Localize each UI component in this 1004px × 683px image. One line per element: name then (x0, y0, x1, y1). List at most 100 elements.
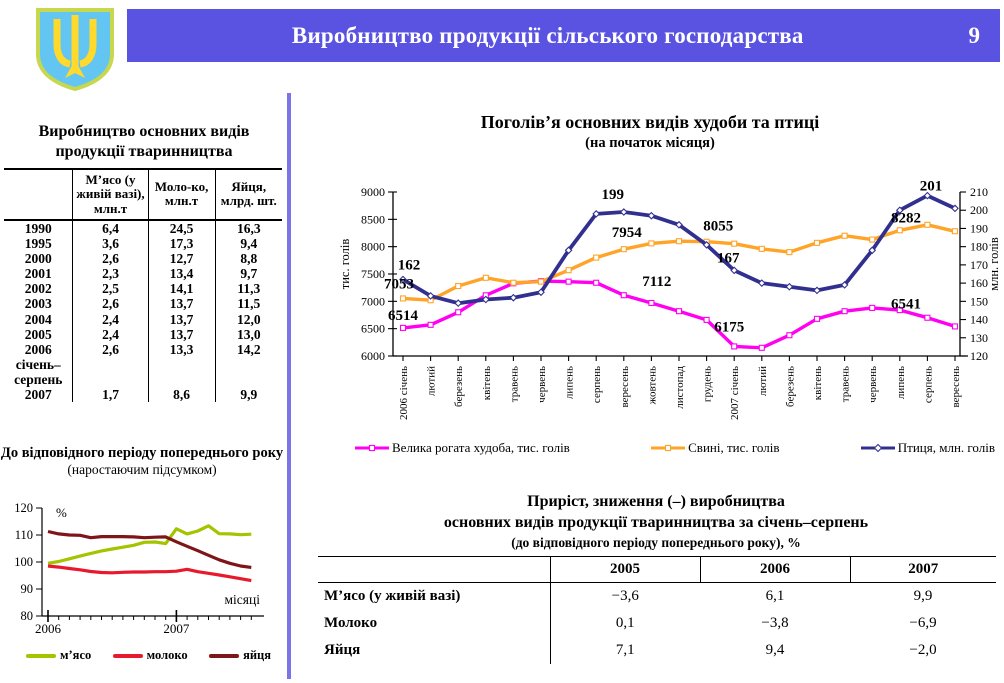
table-row: 2004 2,4 13,7 12,0 (4, 311, 282, 327)
column-header: 2007 (849, 556, 996, 583)
svg-text:6514: 6514 (388, 308, 419, 324)
legend-label: Свині, тис. голів (688, 440, 780, 455)
row-label: М’ясо (у живій вазі) (324, 588, 461, 604)
year-cell: 2002 (24, 281, 52, 297)
svg-text:8000: 8000 (361, 240, 385, 254)
value-cell: 11,5 (214, 296, 282, 312)
year-cell: січень–серпень 2007 (14, 356, 63, 403)
column-header (318, 556, 550, 583)
svg-text:липень: липень (564, 366, 576, 399)
value-cell: 13,0 (214, 326, 282, 342)
year-cell: 2005 (24, 326, 52, 342)
value-cell: 2,5 (72, 281, 149, 297)
value-cell: 13,7 (147, 311, 216, 327)
page-number: 9 (968, 22, 981, 48)
growth-table-header-row: 2005 2006 2007 (318, 556, 996, 583)
x-axis-year-labels: 2006 2007 (35, 621, 190, 636)
svg-text:жовтень: жовтень (646, 366, 658, 405)
series-poultry (399, 191, 959, 308)
growth-table: 2005 2006 2007 М’ясо (у живій вазі) −3,6 6,1 9… (318, 556, 996, 664)
table-row: 2002 2,5 14,1 11,3 (4, 281, 282, 297)
left-axis-title: тис. голів (338, 239, 352, 290)
legend-item: Велика рогата худоба, тис. голів (355, 440, 570, 456)
row-label: Яйця (324, 642, 361, 658)
value-cell: 9,9 (913, 588, 933, 604)
series-meat (47, 524, 252, 565)
column-header: М’ясо (у живій вазі), млн.т (72, 168, 149, 221)
production-table: М’ясо (у живій вазі), млн.т Моло-ко, млн.… (4, 168, 282, 403)
year-cell: 2006 (24, 341, 52, 357)
column-header (4, 168, 73, 221)
svg-text:210: 210 (970, 185, 988, 199)
svg-text:7112: 7112 (642, 274, 671, 290)
legend-label: яйця (243, 648, 271, 662)
svg-text:квітень: квітень (812, 366, 824, 400)
svg-text:6175: 6175 (714, 319, 744, 335)
table-row: 2005 2,4 13,7 13,0 (4, 326, 282, 342)
value-cell: 9,4 (214, 236, 282, 252)
svg-text:листопад: листопад (674, 366, 686, 409)
legend-label: Птиця, млн. голів (897, 440, 995, 455)
series-cattle (399, 278, 959, 351)
legend-label: Велика рогата худоба, тис. голів (392, 440, 570, 455)
svg-text:травень: травень (508, 366, 520, 402)
table-row: Яйця 7,1 9,4 −2,0 (318, 637, 996, 664)
svg-text:160: 160 (970, 276, 988, 290)
svg-text:8282: 8282 (891, 210, 921, 226)
year-cell: 1995 (24, 236, 52, 251)
series-pigs (399, 221, 959, 304)
column-divider (287, 93, 291, 679)
svg-text:7954: 7954 (612, 225, 643, 241)
svg-text:лютий: лютий (757, 366, 769, 396)
svg-text:березень: березень (453, 366, 465, 407)
production-table-header-row: М’ясо (у живій вазі), млн.т Моло-ко, млн.… (4, 168, 282, 221)
growth-chart-legend: м’ясо молоко яйця (26, 648, 271, 663)
production-table-container: М’ясо (у живій вазі), млн.т Моло-ко, млн.… (4, 168, 282, 403)
table-row: 1995 3,6 17,3 9,4 (4, 236, 282, 252)
value-cell: 0,1 (549, 610, 700, 637)
value-cell: 17,3 (147, 236, 216, 252)
svg-text:липень: липень (895, 366, 907, 399)
table-row: 2001 2,3 13,4 9,7 (4, 266, 282, 282)
tick-marks (388, 191, 966, 361)
value-cell: 8,6 (147, 356, 216, 403)
svg-text:червень: червень (867, 366, 879, 403)
left-axis-tick-labels: 6000 6500 7000 7500 8000 8500 9000 (361, 185, 385, 363)
data-point-labels: 6514 7112 6175 6541 7053 7954 8055 8282 162 199 16… (384, 178, 942, 335)
legend-item: Свині, тис. голів (651, 440, 779, 456)
legend-label: молоко (146, 648, 188, 662)
svg-text:7053: 7053 (384, 276, 414, 292)
svg-text:серпень: серпень (591, 366, 603, 403)
legend-item: Птиця, млн. голів (860, 440, 995, 456)
growth-table-title: Приріст, зниження (–) виробництва основн… (443, 493, 869, 550)
svg-text:140: 140 (970, 313, 988, 327)
value-cell: 14,1 (147, 281, 216, 297)
growth-line-chart: 80 90 100 110 120 2006 2007% місяці (14, 501, 264, 636)
value-cell: 1,7 (72, 356, 149, 403)
svg-text:162: 162 (398, 257, 421, 273)
svg-text:9000: 9000 (361, 185, 385, 199)
svg-text:167: 167 (717, 250, 740, 266)
svg-text:100: 100 (14, 555, 33, 569)
value-cell: 13,3 (147, 341, 216, 357)
value-cell: −6,9 (909, 615, 937, 631)
value-cell: 7,1 (549, 637, 700, 664)
svg-text:вересень: вересень (619, 366, 631, 407)
svg-text:170: 170 (970, 258, 988, 272)
series-eggs (47, 529, 252, 569)
svg-text:180: 180 (970, 240, 988, 254)
legend-marker (860, 443, 895, 453)
table-row: січень–серпень 2007 1,7 8,6 9,9 (4, 356, 282, 403)
trident-icon (53, 15, 97, 68)
svg-text:8500: 8500 (361, 212, 385, 226)
year-cell: 2003 (24, 296, 52, 312)
year-cell: 2000 (24, 251, 52, 267)
legend-item: молоко (112, 648, 188, 663)
legend-color-chip (26, 653, 56, 658)
svg-text:8055: 8055 (703, 219, 733, 235)
legend-label: м’ясо (60, 648, 92, 662)
legend-item: яйця (209, 648, 271, 663)
svg-text:вересень: вересень (950, 366, 962, 407)
year-cell: 2004 (24, 311, 52, 327)
legend-item: м’ясо (26, 648, 91, 663)
